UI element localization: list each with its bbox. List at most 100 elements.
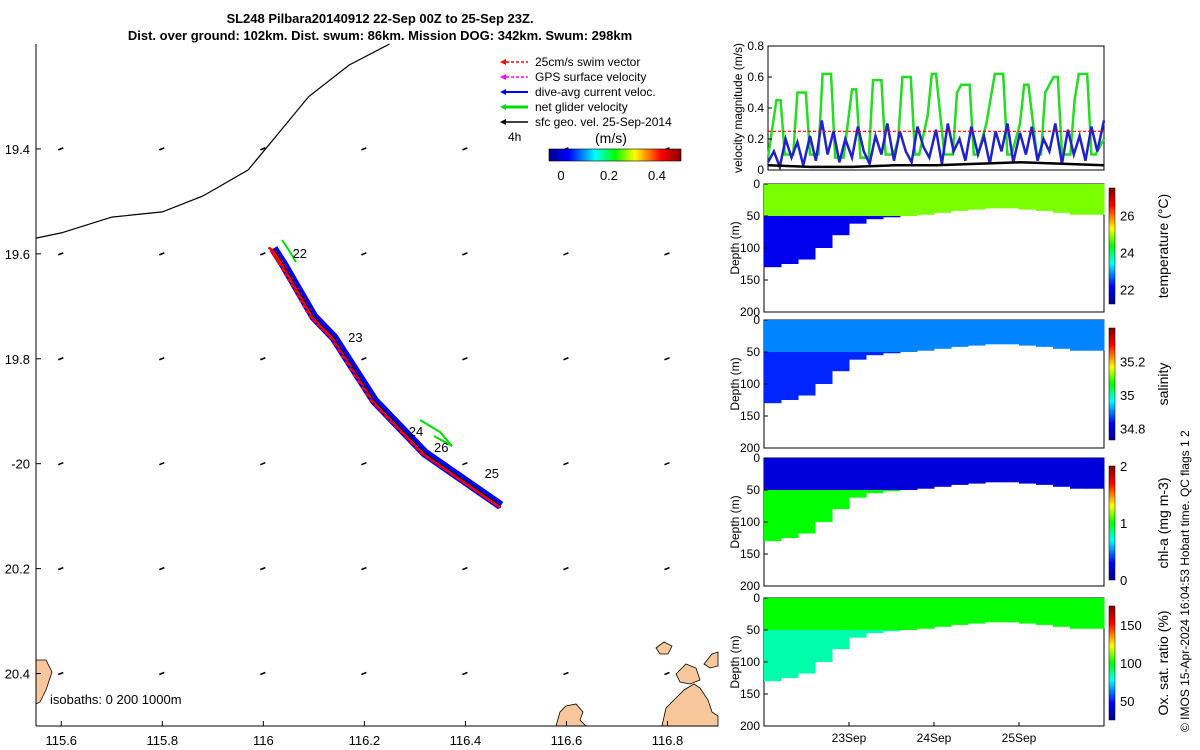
- sfc-vector: [563, 566, 569, 571]
- section-colorbar: [1108, 327, 1116, 441]
- section-cell-lower: [764, 352, 782, 404]
- swim-vector: [404, 435, 414, 443]
- map-x-tick-label: 116.6: [551, 733, 583, 748]
- section-y-tick-label: 0: [753, 177, 760, 191]
- section-cell-upper: [968, 184, 986, 210]
- section-cell-upper: [1036, 184, 1054, 211]
- map-x-tick-label: 115.6: [45, 733, 77, 748]
- section-cell-lower: [798, 630, 816, 674]
- swim-vector: [378, 409, 389, 417]
- section-y-tick-label: 50: [747, 345, 761, 359]
- sfc-vector: [158, 252, 165, 256]
- section-cell-upper: [866, 458, 884, 490]
- legend-arrowhead: [500, 119, 506, 125]
- section-cell-lower: [832, 352, 850, 372]
- section-cell-lower: [849, 630, 867, 638]
- isobath-line: [35, 43, 390, 239]
- section-cell-upper: [1087, 598, 1105, 629]
- day-label: 24: [409, 424, 423, 439]
- section-cell-upper: [1019, 598, 1037, 624]
- map-x-tick-label: 116.4: [450, 733, 482, 748]
- section-cell-lower: [866, 490, 884, 494]
- section-cell-upper: [849, 458, 867, 490]
- section-y-tick-label: 100: [740, 241, 760, 255]
- section-cell-upper: [951, 184, 969, 211]
- section-colorbar-tick-label: 50: [1120, 694, 1134, 709]
- section-cell-lower: [815, 490, 833, 522]
- section-colorbar-tick-label: 2: [1120, 459, 1127, 474]
- sfc-vector: [563, 461, 569, 466]
- section-cell-upper: [951, 598, 969, 625]
- plot-title-line1: SL248 Pilbara20140912 22-Sep 00Z to 25-S…: [226, 11, 534, 26]
- map-y-tick-label: 19.6: [5, 247, 30, 262]
- legend-arrowhead: [500, 59, 506, 65]
- sfc-vector: [563, 252, 569, 256]
- time-axis-label: 24Sep: [917, 731, 952, 745]
- section-cell-upper: [815, 458, 833, 490]
- section-cell-upper: [951, 458, 969, 485]
- velocity-y-tick-label: 0.2: [747, 132, 764, 146]
- section-cell-upper: [985, 598, 1003, 623]
- day-label: 23: [348, 330, 362, 345]
- sfc-vector: [158, 357, 165, 361]
- map-x-tick-label: 116.8: [652, 733, 684, 748]
- section-cell-upper: [764, 458, 782, 490]
- section-y-tick-label: 150: [740, 273, 760, 287]
- section-y-tick-label: 200: [740, 441, 760, 455]
- sfc-vector: [462, 147, 468, 151]
- sfc-vector: [361, 461, 367, 466]
- section-cell-lower: [866, 630, 884, 634]
- section-cell-lower: [815, 630, 833, 662]
- sfc-vector: [664, 357, 670, 361]
- section-cell-upper: [849, 320, 867, 352]
- section-cell-upper: [1002, 598, 1020, 623]
- section-y-tick-label: 150: [740, 687, 760, 701]
- swim-vector: [316, 323, 326, 331]
- section-colorbar: [1108, 605, 1116, 721]
- section-cell-upper: [849, 598, 867, 630]
- section-cell-upper: [917, 320, 935, 351]
- sfc-vector: [462, 461, 468, 466]
- sfc-vector: [462, 252, 468, 256]
- section-cell-lower: [781, 352, 799, 400]
- swim-vector: [399, 430, 409, 438]
- section-cell-lower: [832, 490, 850, 510]
- land-patch: [655, 641, 673, 655]
- section-colorbar-tick-label: 35.2: [1120, 354, 1145, 369]
- section-cell-upper: [1087, 458, 1105, 489]
- section-cell-upper: [1070, 184, 1088, 215]
- map-y-tick-label: 20.2: [5, 562, 30, 577]
- section-cell-upper: [1002, 320, 1020, 345]
- map-panel: 22 23 24 26 25 115.6 115.8 116 116.2 116.4 116.6 11…: [5, 43, 719, 748]
- glider-track-line: [273, 248, 502, 507]
- swim-vector: [414, 445, 424, 454]
- section-cell-upper: [934, 598, 952, 627]
- sfc-vector: [57, 671, 64, 676]
- section-cell-upper: [781, 320, 799, 352]
- section-cell-lower: [866, 352, 884, 356]
- sfc-vector: [260, 566, 266, 571]
- section-cell-lower: [798, 490, 816, 534]
- map-colorbar-tick-label: 0.4: [648, 168, 666, 183]
- section-panel: 0 50 100 150 200 Depth (m) 0 1 2 chl-a (mg m-3): [728, 451, 1171, 593]
- sfc-vector: [361, 357, 367, 361]
- section-cell-upper: [781, 184, 799, 216]
- section-cell-upper: [900, 184, 918, 216]
- section-y-tick-label: 50: [747, 483, 761, 497]
- section-cell-upper: [1019, 458, 1037, 484]
- isobaths-label: isobaths: 0 200 1000m: [50, 692, 182, 707]
- section-cell-upper: [883, 458, 901, 490]
- section-colorbar-tick-label: 26: [1120, 209, 1134, 224]
- sfc-vector: [57, 461, 64, 466]
- swim-vector: [320, 327, 330, 335]
- section-cell-lower: [849, 490, 867, 498]
- legend-arrowhead: [500, 74, 506, 80]
- section-y-tick-label: 0: [753, 591, 760, 605]
- section-y-tick-label: 50: [747, 209, 761, 223]
- legend-entry: GPS surface velocity: [535, 70, 646, 84]
- section-cell-upper: [1070, 458, 1088, 489]
- section-cell-upper: [1070, 598, 1088, 629]
- section-cell-upper: [1087, 184, 1105, 215]
- section-y-label: Depth (m): [728, 221, 742, 274]
